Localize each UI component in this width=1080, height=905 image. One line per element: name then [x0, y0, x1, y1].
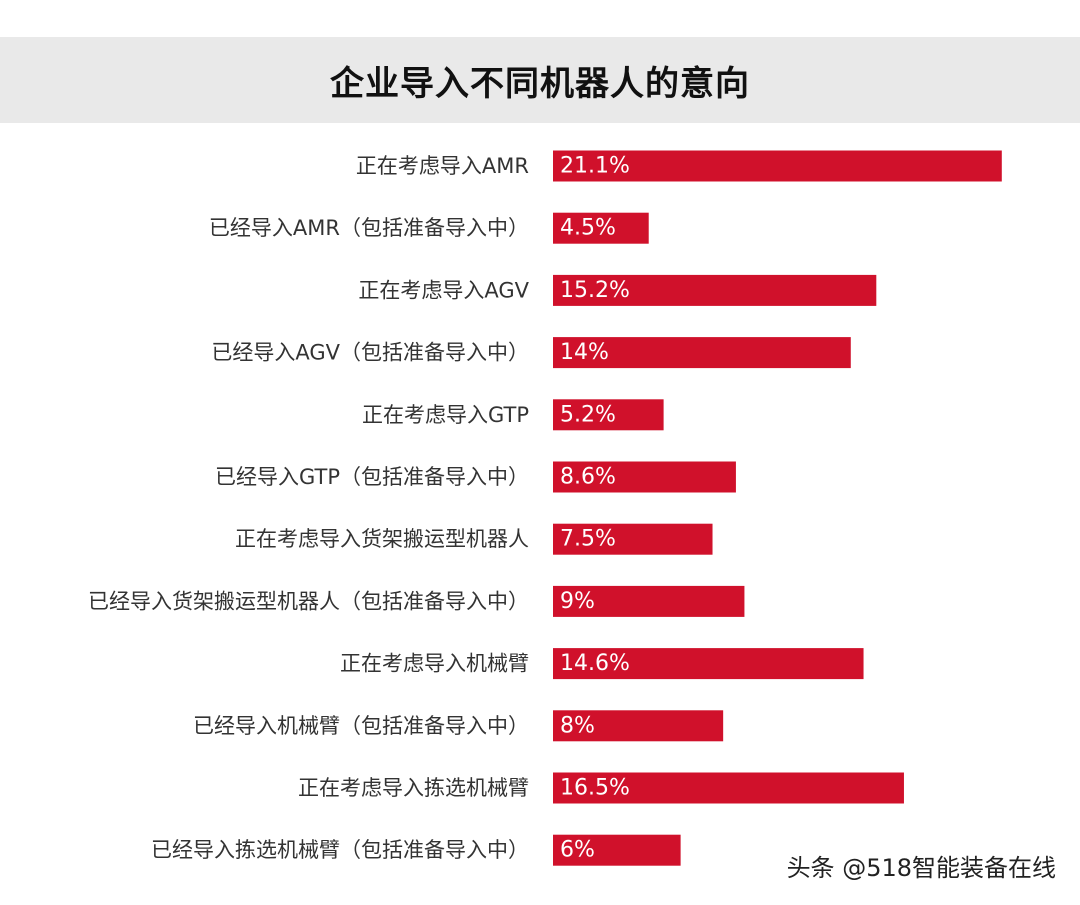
bar-value-label: 9% [560, 589, 595, 614]
category-label: 正在考虑导入货架搬运型机器人 [235, 527, 529, 551]
bar-value-label: 4.5% [560, 216, 616, 241]
category-label: 正在考虑导入AMR [356, 154, 529, 178]
category-label: 已经导入AGV（包括准备导入中） [211, 341, 529, 365]
bar-value-label: 14% [560, 340, 609, 365]
bar-value-label: 8.6% [560, 465, 616, 490]
category-label: 已经导入货架搬运型机器人（包括准备导入中） [88, 589, 529, 613]
category-label: 正在考虑导入拣选机械臂 [298, 776, 529, 800]
bar [553, 399, 664, 431]
bar-value-label: 6% [560, 838, 595, 863]
category-label: 正在考虑导入机械臂 [340, 652, 529, 676]
bar-value-label: 16.5% [560, 776, 630, 801]
chart-title: 企业导入不同机器人的意向 [330, 63, 750, 104]
bar [553, 212, 649, 244]
bar [553, 834, 681, 866]
bar [553, 523, 713, 555]
bar-value-label: 14.6% [560, 651, 630, 676]
category-label: 正在考虑导入GTP [362, 403, 529, 427]
bar [553, 274, 877, 306]
bar-value-label: 21.1% [560, 154, 630, 179]
bar-value-label: 5.2% [560, 402, 616, 427]
bar-value-label: 8% [560, 713, 595, 738]
bar [553, 648, 864, 680]
bar [553, 710, 724, 742]
bar [553, 337, 851, 369]
category-label: 正在考虑导入AGV [358, 278, 529, 302]
bar [553, 150, 1002, 182]
chart-title-band: 企业导入不同机器人的意向 [0, 37, 1080, 123]
bar-value-label: 7.5% [560, 527, 616, 552]
bar [553, 461, 736, 493]
category-label: 已经导入机械臂（包括准备导入中） [193, 714, 529, 738]
category-label: 已经导入AMR（包括准备导入中） [209, 216, 529, 240]
watermark-text: 头条 @518智能装备在线 [786, 854, 1056, 882]
bar [553, 772, 904, 804]
bar-value-label: 15.2% [560, 278, 630, 303]
bar [553, 585, 745, 617]
category-label: 已经导入GTP（包括准备导入中） [215, 465, 529, 489]
category-label: 已经导入拣选机械臂（包括准备导入中） [151, 838, 529, 862]
